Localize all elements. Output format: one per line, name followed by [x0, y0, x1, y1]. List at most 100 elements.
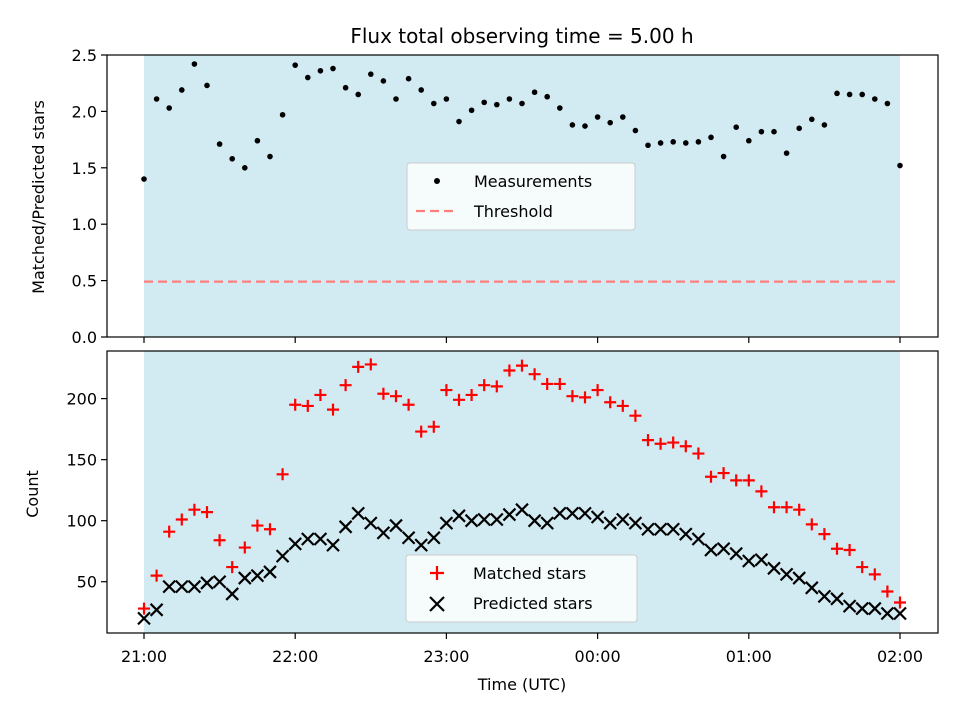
predicted-star-point — [704, 543, 718, 557]
measurement-point — [153, 96, 160, 102]
measurement-point — [859, 91, 865, 98]
matched-star-point — [213, 534, 226, 547]
matched-star-point — [301, 399, 314, 412]
measurement-point — [708, 134, 714, 141]
predicted-star-point — [628, 516, 643, 530]
matched-star-point — [604, 396, 617, 409]
predicted-star-point — [326, 538, 340, 552]
measurement-point — [166, 105, 172, 111]
measurement-point — [758, 128, 765, 135]
matched-star-point — [755, 485, 768, 498]
bottom-legend-box — [405, 554, 638, 623]
count-points — [137, 358, 907, 626]
measurement-point — [393, 96, 399, 102]
bottom-y-tick-label: 200 — [66, 390, 97, 409]
measurement-point — [733, 124, 739, 130]
predicted-star-point — [679, 527, 693, 541]
predicted-star-point — [578, 506, 592, 521]
measurement-point — [872, 96, 878, 102]
predicted-star-point — [401, 531, 416, 545]
matched-star-point — [818, 528, 831, 541]
predicted-star-point — [603, 516, 617, 530]
bottom-y-axis-label: Count — [23, 470, 42, 518]
matched-star-point — [629, 409, 642, 422]
predicted-star-point — [880, 606, 895, 621]
measurement-point — [670, 139, 676, 145]
top-y-axis: 0.0 0.5 1.0 1.5 2.0 2.5 — [72, 46, 107, 347]
predicted-star-point — [754, 552, 769, 567]
matched-star-point — [352, 360, 365, 373]
bottom-y-tick-label: 150 — [66, 451, 97, 470]
measurement-point — [368, 71, 374, 77]
matched-star-point — [742, 474, 755, 487]
matched-star-point — [843, 543, 856, 556]
top-y-tick-label: 1.0 — [72, 215, 97, 234]
predicted-star-point — [313, 532, 328, 546]
matched-star-point — [415, 425, 428, 438]
matched-star-point — [377, 387, 390, 400]
matched-star-point — [503, 364, 516, 377]
legend-label-matched: Matched stars — [473, 564, 586, 583]
measurement-point — [544, 93, 550, 100]
matched-star-point — [364, 358, 377, 371]
measurement-point — [645, 142, 651, 149]
matched-star-point — [264, 523, 276, 536]
legend-label-threshold: Threshold — [473, 202, 553, 221]
predicted-star-point — [187, 579, 202, 594]
matched-star-point — [579, 391, 591, 404]
matched-star-point — [465, 388, 478, 401]
predicted-star-point — [175, 579, 189, 594]
matched-star-point — [314, 388, 327, 401]
matched-star-point — [490, 380, 503, 393]
predicted-star-point — [855, 601, 869, 616]
predicted-star-point — [275, 549, 290, 563]
matched-star-point — [705, 470, 717, 483]
legend-marker-predicted — [429, 596, 445, 612]
measurement-point — [557, 105, 563, 111]
matched-star-point — [201, 506, 213, 519]
matched-star-point — [289, 398, 302, 411]
predicted-star-point — [225, 587, 239, 601]
legend-label-measurements: Measurements — [474, 172, 592, 191]
legend-marker-measurements — [434, 178, 440, 184]
predicted-star-point — [414, 538, 428, 552]
matched-star-point — [616, 399, 629, 412]
predicted-star-point — [691, 532, 706, 546]
bottom-plot-frame — [106, 350, 939, 634]
matched-star-point — [478, 379, 491, 392]
predicted-star-point — [565, 506, 580, 521]
measurement-point — [418, 87, 425, 93]
predicted-star-point — [792, 571, 806, 585]
predicted-star-point — [616, 512, 630, 527]
matched-star-point — [591, 384, 604, 397]
matched-star-point — [730, 474, 743, 487]
matched-star-point — [163, 525, 176, 538]
measurement-point — [783, 150, 790, 156]
top-y-tick-label: 2.5 — [72, 46, 97, 65]
matched-star-point — [327, 403, 339, 416]
top-y-axis-label: Matched/Predicted stars — [29, 100, 48, 294]
predicted-star-point — [641, 522, 655, 537]
predicted-star-point — [590, 510, 605, 524]
measurement-point — [821, 122, 828, 128]
measurement-point — [342, 84, 349, 91]
predicted-star-point — [376, 526, 391, 540]
predicted-star-point — [250, 568, 265, 583]
matched-star-point — [276, 468, 289, 481]
measurement-point — [468, 107, 475, 114]
matched-star-point — [150, 569, 163, 582]
predicted-star-point — [805, 581, 819, 595]
predicted-star-point — [527, 513, 542, 528]
matched-star-point — [138, 602, 150, 615]
predicted-star-point — [263, 565, 277, 579]
predicted-star-point — [162, 579, 176, 594]
measurement-point — [897, 162, 903, 169]
measurement-point — [884, 100, 891, 107]
measurement-point — [267, 153, 273, 160]
matched-star-point — [881, 585, 894, 598]
top-plot-frame — [106, 54, 939, 338]
matched-star-point — [780, 501, 793, 514]
bottom-x-axis: 21:00 22:00 23:00 00:00 01:00 02:00 — [121, 633, 923, 666]
predicted-star-point — [389, 518, 403, 533]
